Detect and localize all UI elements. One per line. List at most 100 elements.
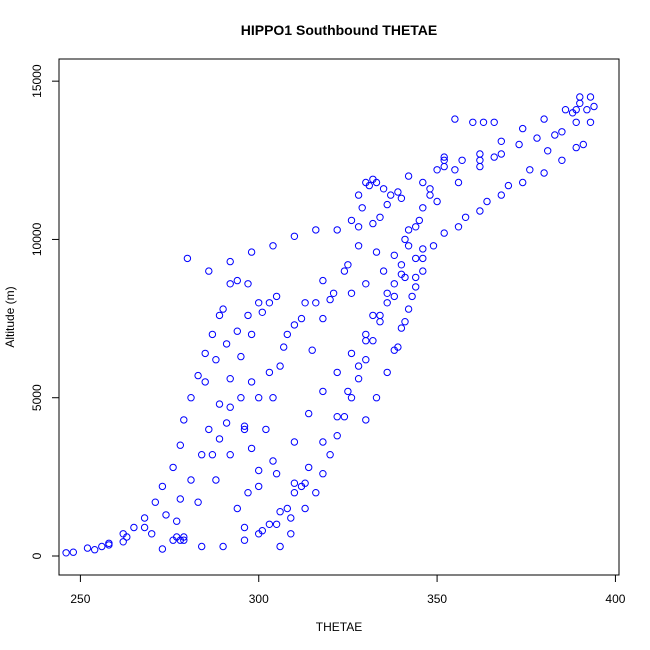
data-point	[372, 394, 381, 402]
x-axis: 250 300 350 400	[70, 574, 626, 606]
x-tick-label: 400	[605, 592, 625, 606]
data-point	[404, 172, 413, 180]
data-point	[383, 368, 391, 377]
data-point	[369, 175, 377, 184]
data-point	[305, 409, 313, 418]
data-point	[333, 413, 341, 421]
data-point	[319, 387, 327, 396]
data-point	[419, 178, 427, 187]
data-point	[215, 435, 224, 443]
data-point	[412, 283, 420, 291]
data-point	[372, 248, 381, 256]
scatter-points	[62, 93, 598, 557]
data-point	[219, 305, 227, 313]
data-point	[123, 533, 131, 541]
data-point	[583, 106, 591, 114]
data-point	[272, 292, 281, 301]
data-point	[290, 232, 299, 241]
data-point	[276, 508, 284, 516]
data-point	[237, 394, 245, 402]
data-point	[262, 425, 270, 434]
data-point	[265, 520, 274, 528]
data-point	[572, 118, 580, 127]
data-point	[476, 150, 484, 158]
data-point	[354, 375, 363, 383]
data-point	[397, 261, 406, 269]
data-point	[397, 194, 406, 203]
data-point	[205, 267, 213, 275]
data-point	[215, 400, 224, 408]
data-point	[376, 213, 384, 222]
data-point	[419, 267, 427, 275]
data-point	[247, 378, 256, 386]
data-point	[451, 115, 459, 123]
data-point	[426, 185, 434, 193]
data-point	[151, 498, 160, 506]
data-point	[369, 337, 377, 345]
data-point	[269, 394, 277, 402]
data-point	[180, 536, 188, 544]
data-point	[451, 166, 459, 174]
data-point	[140, 514, 149, 522]
data-point	[579, 140, 587, 149]
data-point	[158, 545, 167, 553]
data-point	[180, 416, 188, 424]
data-point	[362, 178, 370, 187]
data-point	[497, 150, 505, 158]
data-point	[83, 544, 92, 552]
data-point	[319, 470, 327, 478]
data-point	[265, 299, 274, 307]
data-point	[558, 156, 566, 165]
data-point	[379, 267, 388, 275]
data-point	[169, 463, 177, 472]
data-point	[205, 425, 213, 434]
data-point	[476, 156, 484, 165]
data-point	[369, 219, 377, 228]
data-point	[461, 213, 470, 222]
y-tick-label: 15000	[30, 64, 44, 98]
data-point	[208, 451, 217, 459]
data-point	[404, 305, 413, 313]
data-point	[401, 273, 409, 282]
data-point	[244, 280, 252, 288]
data-point	[369, 311, 377, 320]
data-point	[255, 466, 263, 475]
data-point	[419, 245, 427, 253]
data-point	[454, 178, 463, 187]
data-point	[490, 118, 498, 127]
data-point	[440, 153, 448, 161]
data-point	[347, 216, 356, 225]
data-point	[586, 118, 595, 127]
data-point	[415, 216, 423, 225]
data-point	[305, 463, 313, 472]
data-point	[333, 226, 341, 234]
x-tick-label: 300	[249, 592, 269, 606]
data-point	[319, 276, 327, 285]
data-point	[454, 223, 463, 231]
data-point	[440, 162, 448, 171]
data-point	[240, 422, 249, 430]
data-point	[319, 314, 327, 323]
data-point	[497, 137, 505, 146]
data-point	[390, 292, 398, 301]
data-point	[362, 337, 370, 345]
data-point	[162, 511, 170, 519]
data-point	[362, 416, 370, 424]
data-point	[194, 371, 202, 380]
data-point	[269, 242, 277, 250]
data-point	[255, 394, 263, 402]
data-point	[140, 523, 149, 532]
data-point	[526, 166, 534, 174]
data-point	[297, 314, 306, 323]
data-point	[98, 542, 106, 551]
data-point	[397, 324, 406, 332]
data-point	[333, 368, 341, 377]
data-point	[576, 99, 584, 108]
data-point	[62, 549, 70, 557]
data-point	[362, 330, 370, 339]
chart-title: HIPPO1 Southbound THETAE	[241, 22, 438, 38]
data-point	[354, 223, 363, 231]
data-point	[358, 204, 366, 212]
data-point	[301, 299, 309, 307]
